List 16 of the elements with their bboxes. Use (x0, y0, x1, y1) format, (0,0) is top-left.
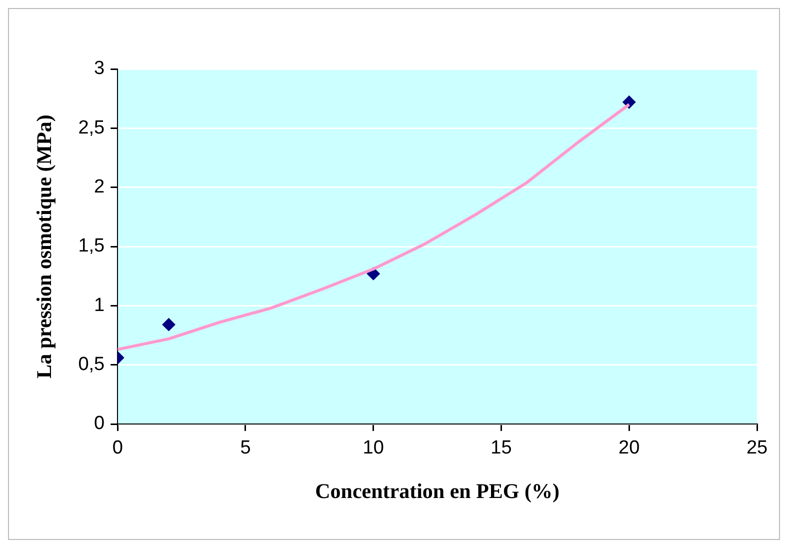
x-tick-label: 0 (112, 438, 123, 459)
point (162, 318, 176, 332)
x-axis-title: Concentration en PEG (%) (315, 478, 560, 503)
y-tick-label: 2 (94, 176, 105, 198)
y-tick-label: 2,5 (78, 117, 105, 138)
x-tick-label: 15 (490, 438, 512, 459)
y-tick-label: 0,5 (78, 354, 105, 376)
y-tick-label: 1 (94, 294, 105, 316)
y-axis-title: La pression osmotique (MPa) (32, 114, 56, 378)
x-tick-label: 25 (746, 438, 768, 459)
x-tick-label: 20 (618, 438, 640, 459)
y-tick-label: 0 (94, 413, 105, 434)
x-tick-label: 5 (240, 438, 251, 459)
y-tick-label: 3 (94, 58, 105, 80)
x-tick-label: 10 (362, 438, 384, 459)
y-tick-label: 1,5 (78, 236, 105, 257)
